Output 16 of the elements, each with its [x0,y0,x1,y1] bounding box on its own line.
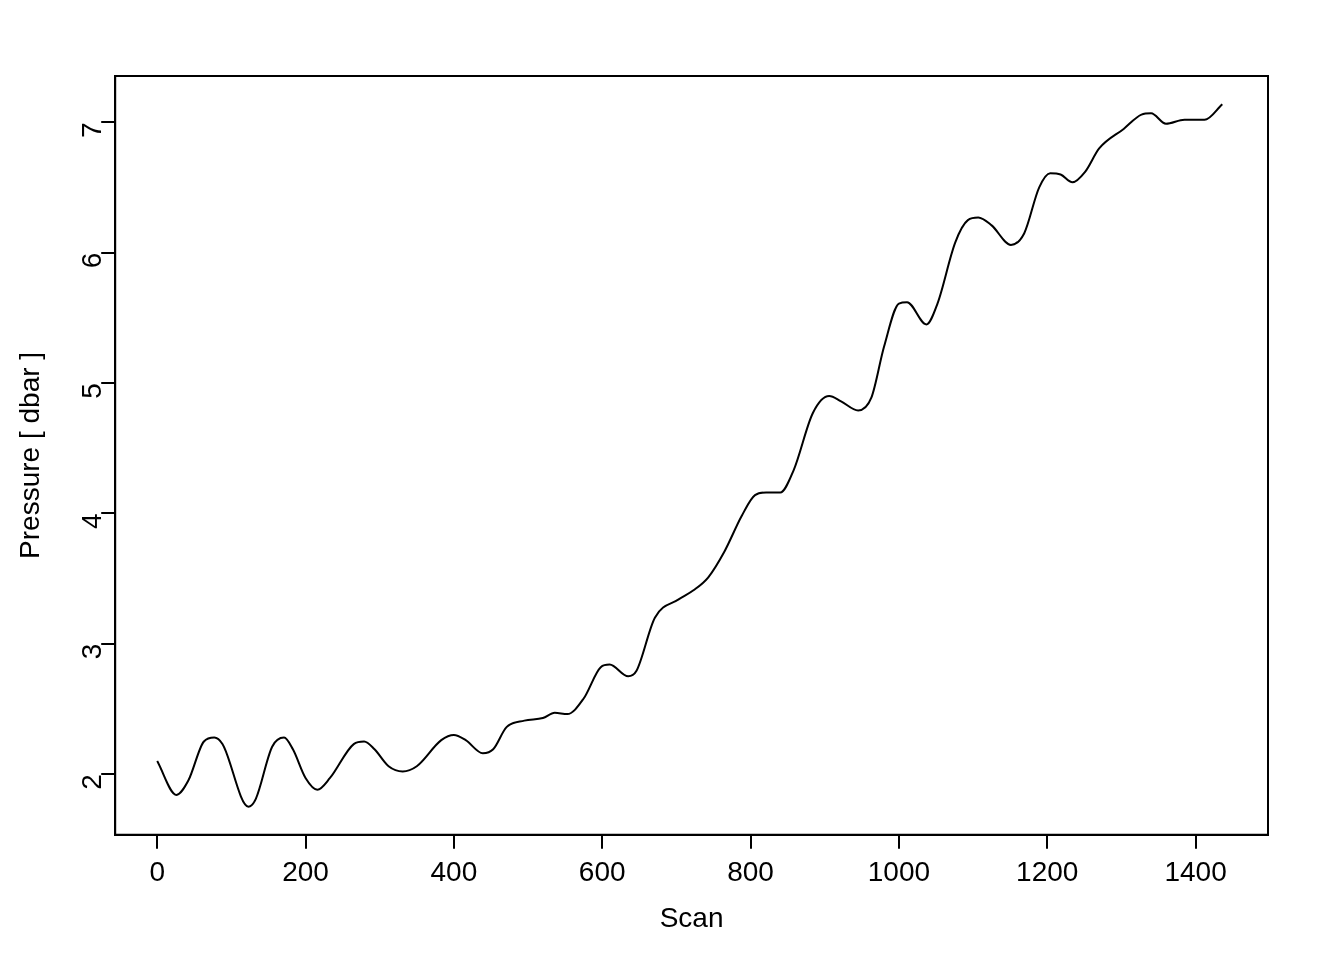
x-tick-label: 400 [430,856,478,888]
y-tick-label: 4 [75,513,107,529]
x-tick-label: 1200 [1016,856,1079,888]
y-tick-label: 2 [75,774,107,790]
y-tick-label: 5 [75,383,107,399]
x-tick-label: 1400 [1164,856,1227,888]
x-tick-label: 1000 [867,856,931,888]
y-axis-title: Pressure [ dbar ] [13,351,45,559]
x-tick-label: 200 [282,856,329,888]
x-tick-label: 800 [727,856,774,888]
y-tick-label: 6 [75,252,107,269]
x-axis-title: Scan [659,901,724,933]
y-tick-label: 3 [75,643,107,660]
y-tick-label: 7 [75,122,107,138]
x-tick-label: 600 [578,856,626,888]
x-tick-label: 0 [149,856,165,888]
